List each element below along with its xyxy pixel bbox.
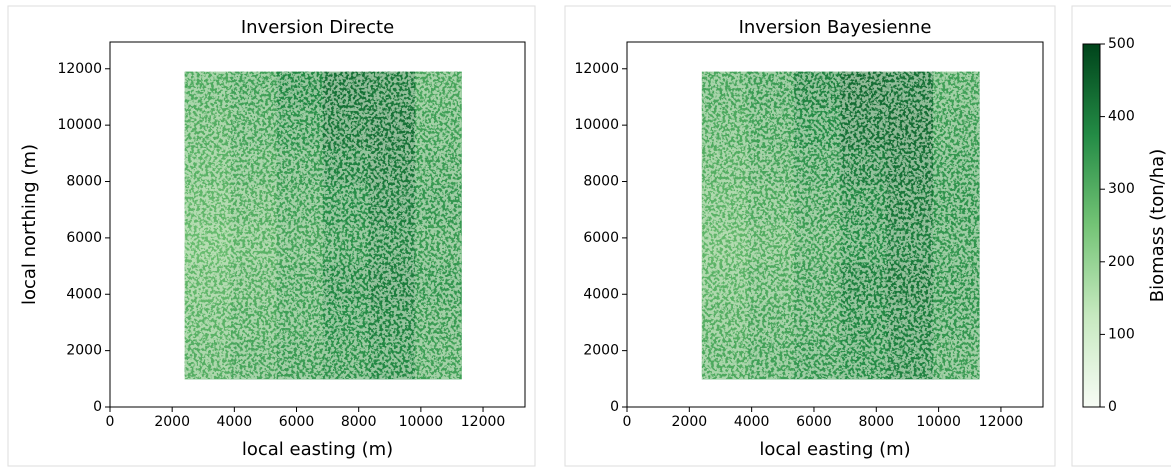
y-tick-label: 8000: [66, 174, 102, 190]
colorbar-tick-label: 500: [1108, 36, 1135, 52]
y-tick-label: 4000: [583, 286, 619, 302]
x-tick-label: 10000: [399, 414, 444, 430]
panel-frame: [564, 5, 1056, 467]
y-tick-label: 2000: [66, 343, 102, 359]
colorbar-label: Biomass (ton/ha): [1147, 149, 1168, 302]
plot-frame: [626, 41, 1044, 408]
x-tick-label: 6000: [279, 414, 315, 430]
x-tick-label: 12000: [979, 414, 1024, 430]
colorbar: [1082, 43, 1101, 408]
y-tick-label: 6000: [66, 230, 102, 246]
texture: [701, 71, 980, 379]
colorbar-tick-label: 200: [1108, 254, 1135, 270]
y-tick-label: 0: [93, 399, 102, 415]
x-tick-label: 8000: [341, 414, 377, 430]
y-tick-label: 4000: [66, 286, 102, 302]
y-tick-label: 10000: [57, 117, 102, 133]
x-tick-label: 2000: [154, 414, 190, 430]
x-tick-label: 0: [106, 414, 115, 430]
chart-title: Inversion Bayesienne: [739, 17, 932, 38]
panel-frame: [7, 5, 536, 467]
x-axis-label: local easting (m): [759, 439, 910, 460]
x-tick-label: 4000: [217, 414, 253, 430]
y-tick-label: 12000: [574, 61, 619, 77]
x-tick-label: 4000: [734, 414, 770, 430]
colorbar-tick-label: 0: [1108, 399, 1117, 415]
plot-frame: [109, 41, 526, 408]
colorbar-tick-label: 100: [1108, 326, 1135, 342]
x-tick-label: 10000: [916, 414, 961, 430]
y-tick-label: 2000: [583, 343, 619, 359]
chart-title: Inversion Directe: [241, 17, 394, 38]
x-tick-label: 6000: [796, 414, 832, 430]
x-axis-label: local easting (m): [242, 439, 393, 460]
texture: [184, 71, 462, 379]
x-tick-label: 2000: [672, 414, 708, 430]
colorbar-tick-label: 400: [1108, 109, 1135, 125]
y-tick-label: 0: [610, 399, 619, 415]
y-axis-label: local northing (m): [19, 144, 40, 305]
colorbar-tick-label: 300: [1108, 181, 1135, 197]
y-tick-label: 6000: [583, 230, 619, 246]
panel-frame: [1071, 5, 1171, 467]
x-tick-label: 12000: [461, 414, 506, 430]
y-tick-label: 8000: [583, 174, 619, 190]
x-tick-label: 8000: [858, 414, 894, 430]
x-tick-label: 0: [623, 414, 632, 430]
y-tick-label: 10000: [574, 117, 619, 133]
y-tick-label: 12000: [57, 61, 102, 77]
